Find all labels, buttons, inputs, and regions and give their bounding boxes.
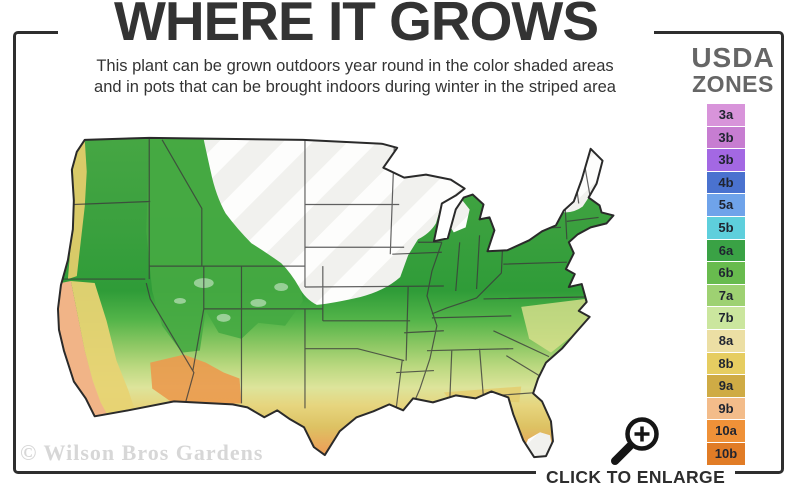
zone-chip-5a: 5a (707, 194, 745, 216)
zone-chip-3a: 3a (707, 104, 745, 126)
zone-chip-8b: 8b (707, 352, 745, 375)
zone-chip-7b: 7b (707, 307, 745, 329)
zone-chip-9a: 9a (707, 375, 745, 397)
subtitle-line-2: and in pots that can be brought indoors … (94, 78, 616, 97)
zone-chip-10a: 10a (707, 420, 745, 442)
zone-chip-8a: 8a (707, 329, 745, 352)
zone-chip-9b: 9b (707, 397, 745, 420)
legend-title: USDA ZONES (678, 42, 788, 97)
magnifier-zoom-in-icon[interactable] (606, 408, 668, 470)
us-outline (56, 136, 615, 459)
zone-chip-6a: 6a (707, 239, 745, 262)
subtitle-line-1: This plant can be grown outdoors year ro… (96, 57, 614, 75)
zone-chip-6b: 6b (707, 262, 745, 284)
zone-chip-5b: 5b (707, 216, 745, 239)
zone-chip-3b-2: 3b (707, 149, 745, 171)
zone-chip-3b: 3b (707, 126, 745, 149)
zone-shading-layer (57, 137, 614, 458)
zone-chip-7a: 7a (707, 284, 745, 307)
legend-title-zones: ZONES (692, 71, 774, 97)
click-to-enlarge-button[interactable]: CLICK TO ENLARGE (536, 466, 736, 488)
watermark: © Wilson Bros Gardens (20, 440, 264, 465)
zone-chip-10b: 10b (707, 442, 745, 465)
zone-chip-4b: 4b (707, 171, 745, 194)
subtitle: This plant can be grown outdoors year ro… (55, 56, 655, 98)
us-map-graphic (56, 136, 615, 459)
usda-zones-map[interactable] (55, 112, 670, 470)
page-title: WHERE IT GROWS (58, 0, 654, 51)
usda-zones-legend: 3a 3b 3b 4b 5a 5b 6a 6b 7a 7b 8a 8b 9a 9… (707, 104, 745, 466)
legend-title-usda: USDA (691, 42, 775, 73)
state-borders-layer (61, 137, 599, 409)
